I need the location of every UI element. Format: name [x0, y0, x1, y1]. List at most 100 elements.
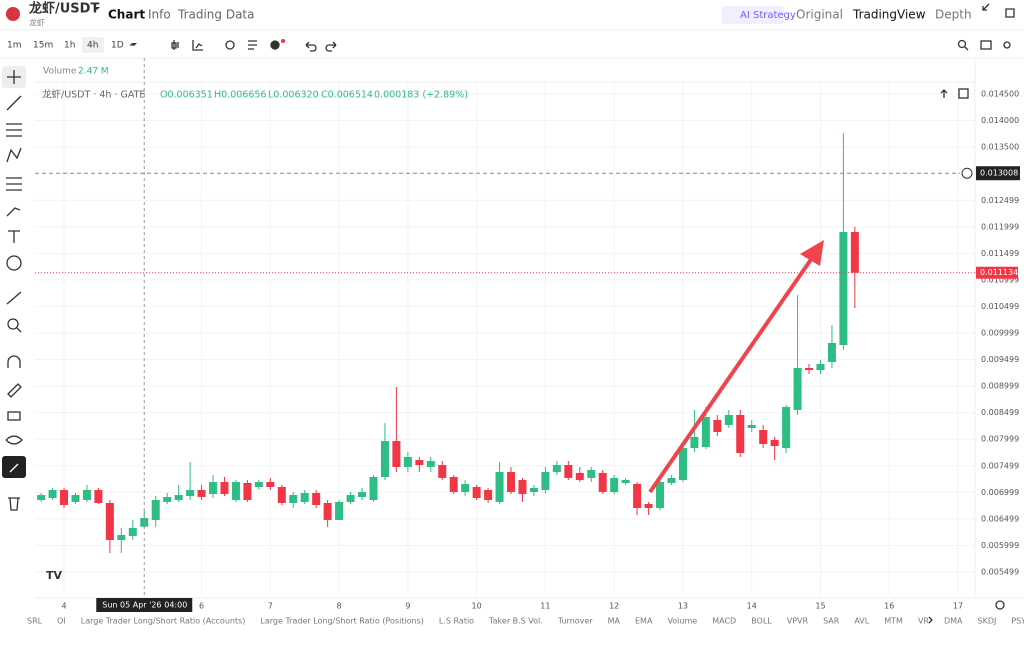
candle-body: [564, 465, 573, 478]
candle-body: [827, 342, 836, 362]
volume-label: Volume: [43, 67, 77, 77]
indicator-tab[interactable]: Large Trader Long/Short Ratio (Accounts): [81, 617, 246, 626]
crosshair-y-label: 0.013008: [980, 169, 1018, 178]
crosshair-y-box: [976, 166, 1020, 181]
candle-body: [724, 414, 733, 425]
y-tick-label: 0.008999: [981, 382, 1019, 391]
candle-body: [736, 414, 745, 454]
toolbar-icons: [130, 3, 1015, 52]
candle-body: [289, 495, 298, 503]
y-tick-label: 0.009999: [981, 329, 1019, 338]
indicator-tab[interactable]: SAR: [823, 617, 840, 626]
candle-body: [678, 448, 687, 480]
scroll-right[interactable]: [928, 616, 933, 624]
candle-body: [850, 232, 859, 273]
candle-body: [552, 465, 561, 472]
candle-body: [587, 469, 596, 478]
candle-body: [598, 472, 607, 492]
y-tick-label: 0.013500: [981, 143, 1019, 152]
indicator-tab[interactable]: AVL: [854, 617, 869, 626]
candle-body: [770, 440, 779, 447]
y-tick-label: 0.005499: [981, 567, 1019, 576]
indicator-tab[interactable]: DMA: [944, 617, 963, 626]
candle-body: [151, 500, 160, 520]
indicator-tab[interactable]: SKDJ: [978, 617, 997, 626]
last-price-label: 0.011134: [980, 268, 1018, 277]
tool-link-active: [2, 456, 26, 478]
indicator-tab[interactable]: EMA: [635, 617, 653, 626]
crosshair-date: Sun 05 Apr '26: [102, 601, 161, 610]
dropdown[interactable]: [94, 7, 100, 10]
candle-body: [839, 232, 848, 346]
pair[interactable]: 龙虾/USDT: [29, 1, 99, 17]
candle-body: [358, 491, 367, 497]
candle-body: [37, 495, 46, 501]
candle-body: [438, 465, 447, 478]
candle-body: [312, 492, 321, 505]
indicator-tab[interactable]: Large Trader Long/Short Ratio (Positions…: [260, 617, 424, 626]
legend-open: O0.006351: [160, 90, 213, 101]
candle-body: [174, 495, 183, 501]
candle-body: [117, 534, 126, 540]
view-tab[interactable]: Depth: [935, 8, 972, 22]
grid: [35, 82, 975, 595]
candle-body: [633, 483, 642, 508]
x-tick-label: 10: [472, 602, 482, 611]
x-tick-label: 13: [678, 602, 688, 611]
y-tick-label: 0.010999: [981, 275, 1019, 284]
interval[interactable]: 1m: [7, 41, 22, 51]
settings[interactable]: [995, 600, 1005, 610]
candle-body: [793, 367, 802, 410]
candle-body: [518, 479, 527, 495]
indicator-tab[interactable]: BOLL: [751, 617, 772, 626]
candle-body: [335, 501, 344, 520]
interval[interactable]: 1D: [111, 41, 124, 51]
x-tick-label: 14: [747, 602, 757, 611]
candle-body: [621, 479, 630, 484]
add-alert[interactable]: [961, 167, 973, 179]
candle-body: [415, 460, 424, 466]
indicator-tab[interactable]: OI: [57, 617, 66, 626]
interval[interactable]: 15m: [33, 41, 53, 51]
indicator-tab[interactable]: Turnover: [557, 617, 594, 626]
candle-body: [220, 482, 229, 495]
legend-symbol: 龙虾/USDT · 4h · GATE: [42, 89, 145, 101]
indicator-tab[interactable]: Taker B.S Vol.: [488, 617, 543, 626]
legend-change: 0.000183 (+2.89%): [374, 90, 468, 101]
candle-body: [449, 477, 458, 492]
x-tick-label: 4: [61, 602, 66, 611]
candle-body: [656, 482, 665, 508]
candle-body: [323, 502, 332, 520]
indicator-tab[interactable]: MTM: [884, 617, 903, 626]
candle-body: [254, 482, 263, 487]
candle-body: [209, 482, 218, 495]
indicator-tab[interactable]: PSY: [1011, 617, 1024, 626]
candle-body: [48, 489, 57, 498]
tab[interactable]: Trading Data: [177, 8, 255, 22]
candle-body: [105, 502, 114, 540]
interval[interactable]: 1h: [64, 41, 75, 51]
indicator-tab[interactable]: L.S Ratio: [439, 617, 474, 626]
view-tab[interactable]: TradingView: [852, 8, 926, 22]
pane-buttons[interactable]: [940, 88, 969, 99]
y-tick-label: 0.005999: [981, 541, 1019, 550]
candle-body: [128, 527, 137, 537]
candle-body: [266, 482, 275, 487]
crosshair-x-box: [96, 598, 193, 612]
indicator-tab[interactable]: MACD: [712, 617, 736, 626]
indicator-tab[interactable]: VR: [918, 617, 929, 626]
indicator-tab[interactable]: MA: [608, 617, 621, 626]
legend-close: C0.006514: [321, 90, 373, 101]
view-tab[interactable]: AI Strategy: [740, 10, 796, 21]
candle-body: [163, 496, 172, 502]
indicator-tab[interactable]: VPVR: [787, 617, 809, 626]
tab[interactable]: Chart: [108, 8, 145, 22]
interval[interactable]: 4h: [87, 41, 98, 51]
indicator-tab[interactable]: SRL: [27, 617, 43, 626]
x-tick-label: 17: [953, 602, 963, 611]
interval-dropdown: [131, 43, 137, 46]
tab[interactable]: Info: [148, 8, 171, 22]
indicator-tab[interactable]: Volume: [667, 617, 697, 626]
view-tab[interactable]: Original: [796, 8, 843, 22]
candle-body: [186, 489, 195, 496]
